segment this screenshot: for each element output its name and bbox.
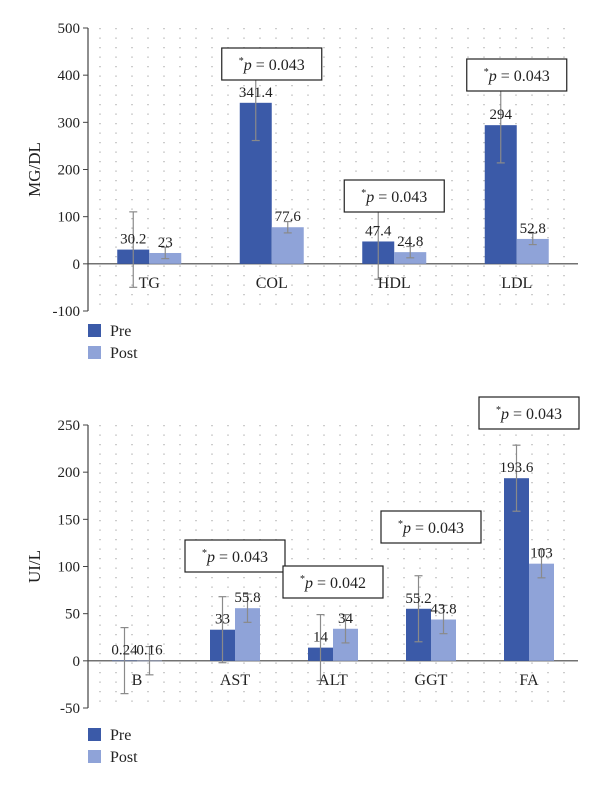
data-label: 24.8 — [397, 234, 423, 250]
error-bar — [528, 232, 537, 246]
data-label: 14 — [313, 630, 329, 646]
legend-label-post: Post — [110, 749, 138, 766]
p-value-annotation-alt: *p = 0.042 — [282, 565, 384, 599]
legend: Pre Post — [88, 727, 138, 766]
error-bar — [120, 626, 129, 695]
y-tick-label: 0 — [73, 654, 81, 670]
x-tick-label-tg: TG — [139, 275, 161, 292]
error-bar — [129, 211, 138, 288]
x-tick-label-ggt: GGT — [415, 672, 448, 689]
svg-text:*p = 0.043: *p = 0.043 — [239, 56, 305, 74]
y-tick-label: 150 — [58, 512, 81, 528]
y-tick-label: 50 — [65, 607, 80, 623]
legend-label-post: Post — [110, 345, 138, 362]
legend-swatch-pre — [88, 324, 101, 337]
svg-text:*p = 0.043: *p = 0.043 — [202, 548, 268, 566]
data-label: 0.16 — [136, 643, 163, 659]
error-bar — [406, 245, 415, 259]
data-label: 103 — [530, 546, 553, 562]
data-label: 34 — [338, 611, 354, 627]
data-label: 33 — [215, 612, 230, 628]
y-tick-label: 0 — [73, 257, 81, 273]
data-label: 55.2 — [405, 591, 431, 607]
bar-post-fa — [529, 563, 554, 661]
data-label: 30.2 — [120, 232, 146, 248]
legend-swatch-post — [88, 750, 101, 763]
error-bar — [439, 604, 448, 635]
error-bar — [218, 596, 227, 664]
data-label: 0.24 — [111, 643, 138, 659]
legend-swatch-post — [88, 346, 101, 359]
legend: Pre Post — [88, 323, 138, 362]
data-label: 23 — [158, 235, 173, 251]
error-bar — [414, 575, 423, 643]
svg-text:*p = 0.042: *p = 0.042 — [300, 574, 366, 592]
y-tick-label: -50 — [60, 701, 80, 717]
legend-label-pre: Pre — [110, 727, 131, 744]
y-tick-label: 500 — [58, 21, 81, 37]
x-tick-label-ast: AST — [220, 672, 250, 689]
y-tick-label: 300 — [58, 115, 81, 131]
error-bar — [341, 614, 350, 644]
svg-text:*p = 0.043: *p = 0.043 — [361, 188, 427, 206]
data-label: 294 — [490, 107, 513, 123]
y-axis-title: UI/L — [25, 550, 44, 583]
x-tick-label-fa: FA — [519, 672, 539, 689]
chart-lipids: -100 0 100 200 300 400 500 MG/DL 30.2 23 TG 341.4 77… — [25, 21, 578, 362]
legend-swatch-pre — [88, 728, 101, 741]
error-bar — [374, 203, 383, 280]
x-tick-label-hdl: HDL — [378, 275, 411, 292]
error-bar — [537, 548, 546, 579]
error-bar — [283, 220, 292, 234]
svg-text:*p = 0.043: *p = 0.043 — [398, 519, 464, 537]
error-bar — [145, 645, 154, 676]
x-tick-label-alt: ALT — [318, 672, 348, 689]
y-tick-label: 250 — [58, 418, 81, 434]
y-axis-title: MG/DL — [25, 142, 44, 197]
svg-text:*p = 0.043: *p = 0.043 — [484, 67, 550, 85]
x-tick-label-ldl: LDL — [501, 275, 532, 292]
legend-label-pre: Pre — [110, 323, 131, 340]
p-value-annotation-ggt: *p = 0.043 — [380, 510, 482, 544]
x-tick-label-b: B — [132, 672, 143, 689]
error-bar — [243, 593, 252, 623]
data-label: 47.4 — [365, 223, 392, 239]
data-label: 193.6 — [500, 460, 534, 476]
p-value-annotation-fa: *p = 0.043 — [478, 396, 580, 430]
x-tick-label-col: COL — [256, 275, 288, 292]
y-tick-label: 100 — [58, 560, 81, 576]
error-bar — [512, 444, 521, 512]
data-label: 55.8 — [234, 590, 260, 606]
data-label: 77.6 — [275, 209, 302, 225]
data-label: 52.8 — [520, 221, 546, 237]
p-value-annotation-ast: *p = 0.043 — [184, 539, 286, 573]
p-value-annotation-ldl: *p = 0.043 — [466, 58, 568, 92]
p-value-annotation-hdl: *p = 0.043 — [343, 179, 445, 213]
svg-text:*p = 0.043: *p = 0.043 — [496, 405, 562, 423]
data-label: 341.4 — [239, 85, 273, 101]
y-tick-label: 400 — [58, 68, 81, 84]
error-bar — [161, 246, 170, 260]
data-label: 43.8 — [430, 602, 456, 618]
p-value-annotation-col: *p = 0.043 — [221, 47, 323, 81]
error-bar — [316, 614, 325, 682]
y-tick-label: 200 — [58, 163, 81, 179]
y-tick-label: -100 — [53, 304, 81, 320]
y-tick-label: 200 — [58, 465, 81, 481]
y-tick-label: 100 — [58, 210, 81, 226]
